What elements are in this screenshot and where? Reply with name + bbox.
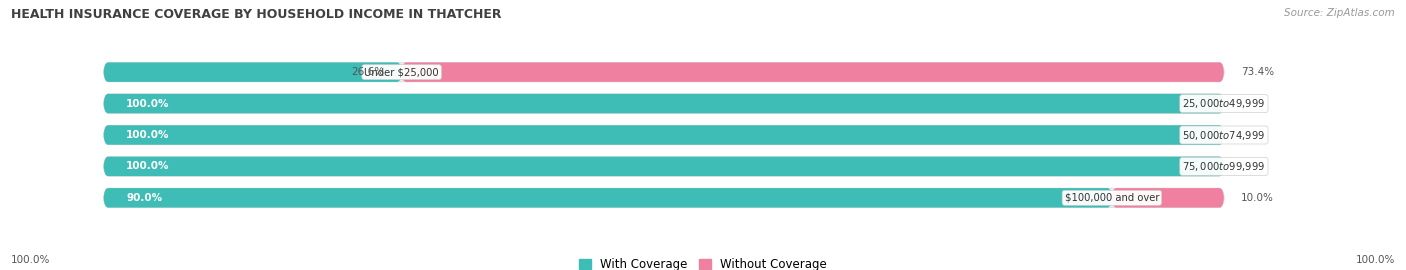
- Text: 100.0%: 100.0%: [1355, 255, 1395, 265]
- Text: $75,000 to $99,999: $75,000 to $99,999: [1182, 160, 1265, 173]
- FancyBboxPatch shape: [104, 62, 402, 82]
- Text: 100.0%: 100.0%: [127, 130, 170, 140]
- FancyBboxPatch shape: [104, 62, 1223, 82]
- FancyBboxPatch shape: [104, 125, 1223, 145]
- Text: Source: ZipAtlas.com: Source: ZipAtlas.com: [1284, 8, 1395, 18]
- FancyBboxPatch shape: [1112, 188, 1223, 208]
- FancyBboxPatch shape: [104, 188, 1112, 208]
- FancyBboxPatch shape: [104, 125, 1223, 145]
- FancyBboxPatch shape: [104, 188, 1223, 208]
- FancyBboxPatch shape: [104, 94, 1223, 113]
- Text: 100.0%: 100.0%: [11, 255, 51, 265]
- Text: Under $25,000: Under $25,000: [364, 67, 439, 77]
- Text: $50,000 to $74,999: $50,000 to $74,999: [1182, 129, 1265, 141]
- Text: $25,000 to $49,999: $25,000 to $49,999: [1182, 97, 1265, 110]
- FancyBboxPatch shape: [104, 157, 1223, 176]
- FancyBboxPatch shape: [104, 157, 1223, 176]
- FancyBboxPatch shape: [402, 62, 1223, 82]
- Text: 100.0%: 100.0%: [127, 161, 170, 171]
- Text: HEALTH INSURANCE COVERAGE BY HOUSEHOLD INCOME IN THATCHER: HEALTH INSURANCE COVERAGE BY HOUSEHOLD I…: [11, 8, 502, 21]
- FancyBboxPatch shape: [104, 94, 1223, 113]
- Text: 10.0%: 10.0%: [1240, 193, 1274, 203]
- Legend: With Coverage, Without Coverage: With Coverage, Without Coverage: [574, 254, 832, 270]
- Text: 100.0%: 100.0%: [127, 99, 170, 109]
- Text: 90.0%: 90.0%: [127, 193, 162, 203]
- Text: 26.6%: 26.6%: [352, 67, 385, 77]
- Text: $100,000 and over: $100,000 and over: [1064, 193, 1159, 203]
- Text: 73.4%: 73.4%: [1240, 67, 1274, 77]
